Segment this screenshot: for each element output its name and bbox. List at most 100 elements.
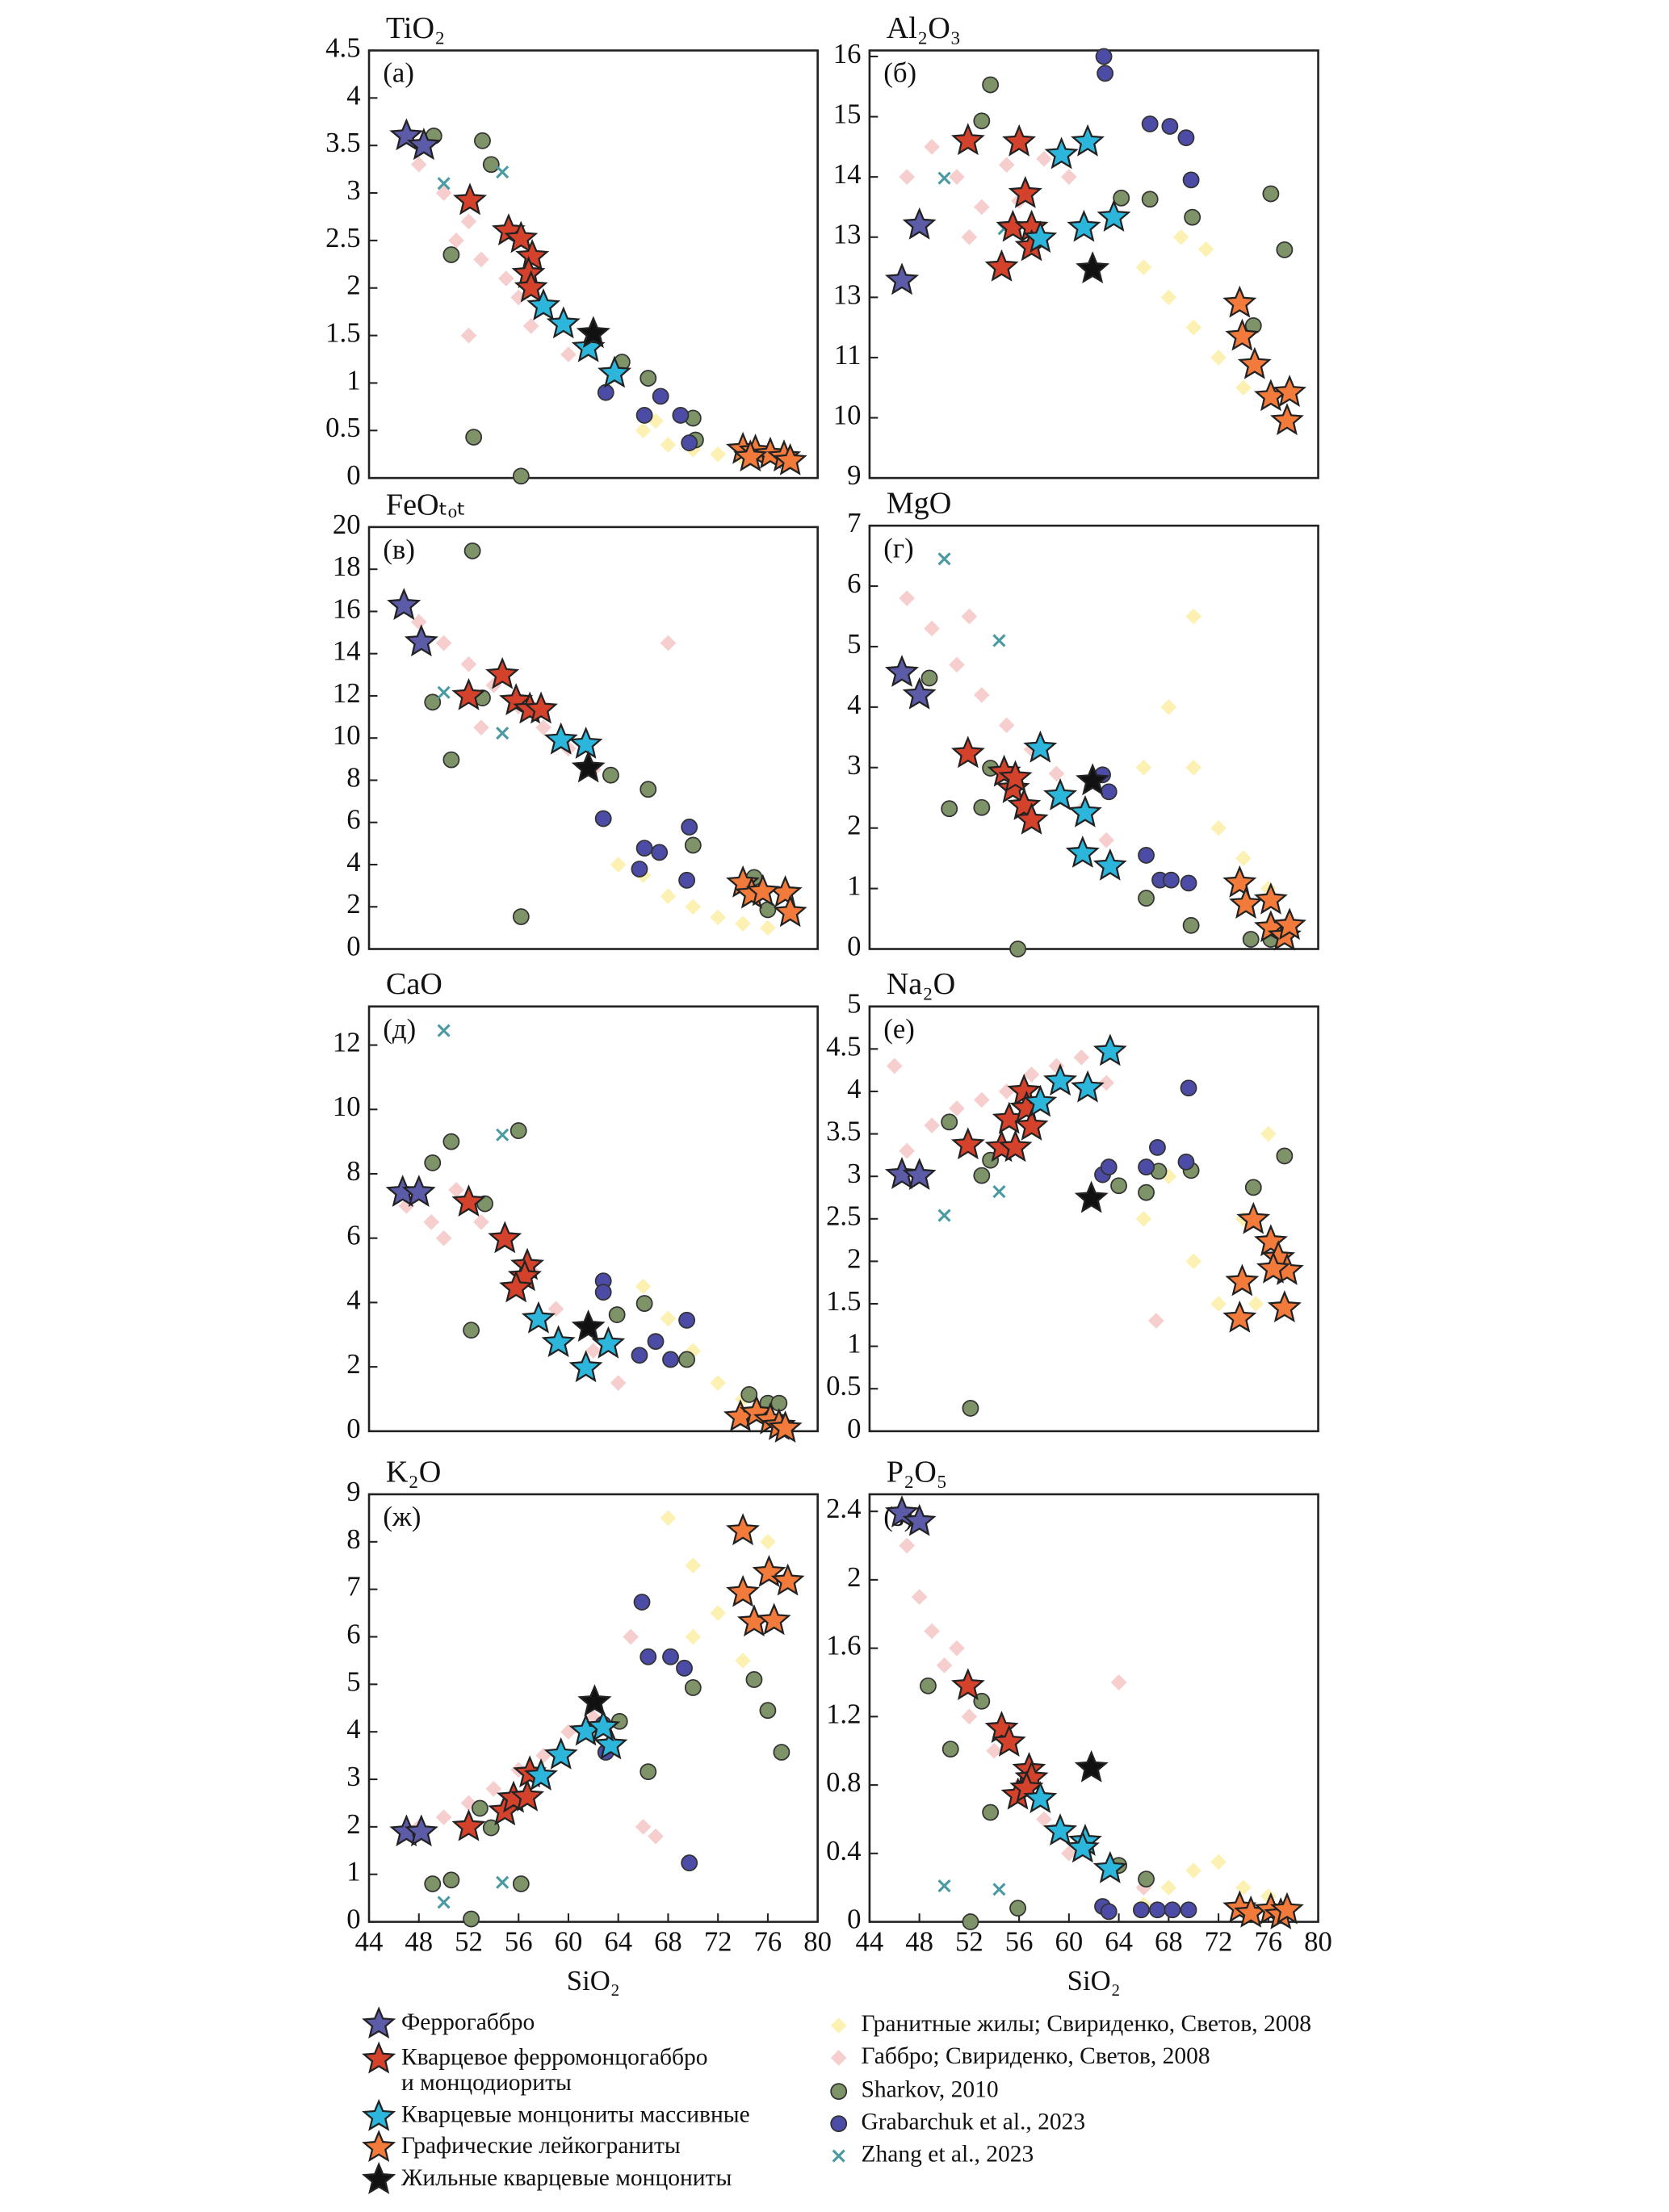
circle-marker (442, 1133, 460, 1150)
diamond-marker (685, 899, 702, 915)
circle-marker (1276, 1147, 1294, 1165)
circle-marker (941, 1741, 959, 1758)
star-marker (568, 726, 603, 759)
circle-marker (1163, 871, 1180, 889)
x-tick-label: 60 (1055, 1925, 1084, 1957)
star-marker (1222, 285, 1257, 318)
diamond-marker (760, 1533, 776, 1550)
circle-marker (602, 766, 619, 784)
star-marker (362, 2130, 396, 2162)
y-tick-label: 0 (346, 459, 360, 491)
diamond-marker (986, 1742, 1003, 1759)
legend-label: Кварцевое ферромонцогаббро и монцодиориты (401, 2045, 708, 2096)
diamond-marker (1185, 1862, 1202, 1879)
circle-marker (1149, 1138, 1166, 1156)
circle-marker (463, 1910, 480, 1928)
diamond-marker (1160, 1879, 1177, 1896)
cross-marker (832, 2149, 845, 2163)
star-marker (568, 1350, 603, 1383)
diamond-marker (924, 620, 940, 637)
y-tick-label: 2 (346, 1808, 360, 1840)
star-marker (362, 2006, 396, 2039)
y-tick-label: 2.5 (826, 1200, 861, 1232)
y-tick-label: 7 (346, 1571, 360, 1602)
y-tick-label: 6 (847, 568, 861, 599)
star-marker (1225, 1263, 1260, 1297)
y-tick-label: 16 (833, 38, 862, 69)
circle-marker (973, 1167, 991, 1184)
panel-label: (г) (883, 532, 913, 563)
diamond-marker (1135, 259, 1152, 275)
diamond-marker (1160, 289, 1177, 306)
diamond-marker (1210, 1296, 1227, 1312)
star-marker (510, 1778, 545, 1812)
y-tick-label: 13 (833, 279, 862, 310)
star-marker (406, 128, 441, 161)
circle-marker (1242, 931, 1260, 948)
star-marker (524, 691, 558, 724)
circle-marker (1132, 1901, 1150, 1919)
y-tick-label: 0.5 (826, 1370, 861, 1401)
circle-marker (745, 1671, 763, 1688)
x-tick-label: 44 (856, 1925, 884, 1957)
diamond-marker (660, 1310, 677, 1327)
diamond-marker (435, 1230, 452, 1246)
circle-marker (424, 693, 442, 711)
diamond-marker (610, 1375, 627, 1391)
cross-marker (437, 1024, 451, 1037)
star-marker (902, 677, 937, 710)
y-tick-label: 0 (346, 1904, 360, 1935)
cross-marker (937, 1879, 951, 1893)
diamond-marker (899, 590, 916, 606)
circle-marker (759, 901, 777, 919)
star-marker (514, 270, 548, 303)
y-tick-label: 0.8 (826, 1766, 861, 1798)
diamond-marker (1023, 1066, 1040, 1083)
star-marker (1236, 1201, 1271, 1234)
star-marker (733, 439, 768, 472)
diamond-marker (623, 1628, 639, 1645)
star-marker (768, 1410, 803, 1443)
circle-marker (962, 1913, 979, 1930)
x-tick-label: 44 (355, 1925, 384, 1957)
circle-marker (662, 1648, 679, 1665)
star-marker (1008, 175, 1042, 208)
diamond-marker (830, 2050, 847, 2066)
y-tick-label: 10 (833, 399, 862, 430)
diamond-marker (410, 614, 427, 631)
star-marker (1222, 865, 1257, 898)
circle-marker (830, 2083, 848, 2101)
circle-marker (640, 370, 657, 387)
diamond-marker (497, 270, 514, 287)
star-marker (726, 1574, 760, 1607)
y-tick-label: 3 (346, 174, 360, 206)
star-marker (773, 894, 807, 928)
star-marker (451, 1184, 486, 1217)
diamond-marker (710, 909, 727, 926)
star-marker (884, 262, 920, 295)
diamond-marker (710, 446, 727, 463)
x-tick-label: 72 (1205, 1925, 1233, 1957)
circle-marker (471, 1799, 489, 1817)
circle-marker (510, 1122, 527, 1139)
circle-marker (1138, 1871, 1155, 1888)
y-tick-label: 1 (346, 364, 360, 396)
diamond-marker (1172, 228, 1189, 245)
panel-label: (е) (883, 1013, 915, 1045)
circle-marker (678, 1311, 696, 1329)
circle-marker (512, 1875, 530, 1892)
star-marker (1225, 318, 1260, 351)
diamond-marker (635, 422, 652, 439)
diamond-marker (560, 346, 577, 362)
circle-marker (1244, 1179, 1262, 1196)
circle-marker (740, 1385, 758, 1403)
y-tick-label: 2.5 (325, 222, 360, 253)
star-marker (576, 316, 610, 349)
circle-marker (1180, 1901, 1197, 1919)
legend-label: Кварцевые монцониты массивные (401, 2102, 750, 2128)
legend-label: Феррогаббро (401, 2009, 535, 2035)
panel-title: K₂O (386, 1455, 441, 1489)
diamond-marker (899, 1537, 916, 1554)
circle-marker (941, 1113, 958, 1131)
y-tick-label: 1.6 (826, 1630, 861, 1661)
